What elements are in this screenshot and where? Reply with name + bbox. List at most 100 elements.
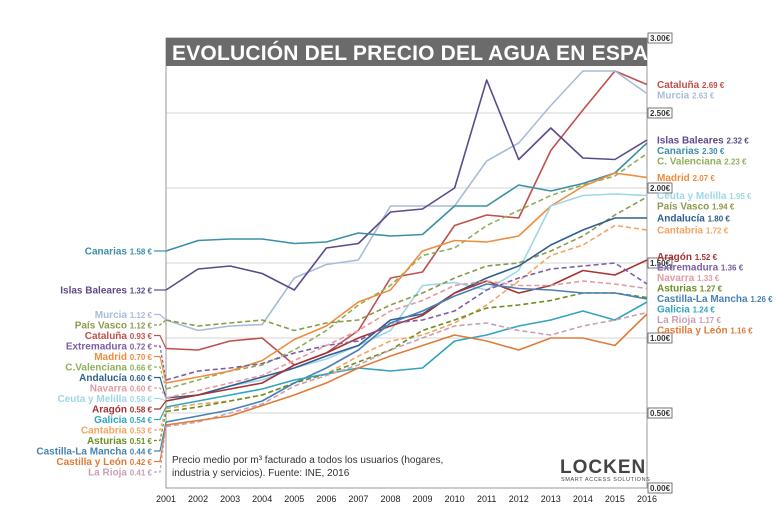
start-connector bbox=[154, 400, 167, 410]
x-tick-label: 2001 bbox=[156, 494, 176, 504]
chart-title: EVOLUCIÓN DEL PRECIO DEL AGUA EN ESPAÑA bbox=[166, 38, 679, 66]
start-connector bbox=[154, 334, 167, 349]
series-line-islas-baleares bbox=[165, 79, 648, 291]
x-tick-label: 2014 bbox=[573, 494, 593, 504]
end-label-c-valenciana: C. Valenciana 2.23 € bbox=[657, 157, 747, 168]
x-tick-label: 2009 bbox=[413, 494, 433, 504]
x-tick-label: 2005 bbox=[284, 494, 304, 504]
end-label-castilla-y-leon: Castilla y León 1.16 € bbox=[657, 326, 753, 337]
start-label-cataluna: Cataluña 0.93 € bbox=[85, 331, 153, 342]
start-label-murcia: Murcia 1.12 € bbox=[95, 310, 153, 321]
end-label-asturias: Asturias 1.27 € bbox=[657, 284, 723, 295]
start-label-galicia: Galicia 0.54 € bbox=[94, 415, 152, 426]
y-tick-label: 1.50€ bbox=[650, 259, 671, 268]
end-label-cantabria: Cantabria 1.72 € bbox=[657, 226, 729, 237]
start-label-pais-vasco: País Vasco 1.12 € bbox=[75, 321, 153, 332]
y-tick-box bbox=[647, 107, 673, 119]
series-line-pais-vasco bbox=[165, 196, 648, 332]
start-connector bbox=[154, 406, 167, 421]
x-tick-label: 2002 bbox=[188, 494, 208, 504]
source-note: Precio medio por m³ facturado a todos lo… bbox=[172, 455, 443, 479]
end-label-islas-baleares: Islas Baleares 2.32 € bbox=[657, 136, 749, 147]
start-connector bbox=[154, 411, 167, 442]
end-label-extremadura: Extremadura 1.36 € bbox=[657, 263, 744, 274]
x-tick-label: 2012 bbox=[509, 494, 529, 504]
start-label-islas-baleares: Islas Baleares 1.32 € bbox=[60, 286, 152, 297]
start-connector bbox=[154, 313, 167, 321]
y-tick-label: 2.00€ bbox=[650, 184, 671, 193]
start-label-extremadura: Extremadura 0.72 € bbox=[66, 342, 153, 353]
start-label-la-rioja: La Rioja 0.41 € bbox=[88, 468, 152, 479]
end-label-murcia: Murcia 2.63 € bbox=[657, 91, 715, 102]
start-connector bbox=[154, 387, 167, 399]
start-labels: Canarias 1.58 € Islas Baleares 1.32 € Murc… bbox=[36, 247, 167, 479]
x-tick-label: 2004 bbox=[252, 494, 272, 504]
series-line-ceuta-y-melilla bbox=[165, 193, 648, 402]
y-tick-box bbox=[647, 32, 673, 44]
x-tick-label: 2016 bbox=[637, 494, 657, 504]
start-label-asturias: Asturias 0.51 € bbox=[87, 436, 153, 447]
end-label-aragon: Aragón 1.52 € bbox=[657, 252, 718, 263]
series-line-la-rioja bbox=[165, 311, 648, 428]
start-label-canarias: Canarias 1.58 € bbox=[85, 247, 153, 258]
chart-title-text: EVOLUCIÓN DEL PRECIO DEL AGUA EN ESPAÑA bbox=[172, 41, 679, 65]
end-label-madrid: Madrid 2.07 € bbox=[657, 173, 715, 184]
end-label-galicia: Galicia 1.24 € bbox=[657, 305, 715, 316]
logo-tagline: SMART ACCESS SOLUTIONS bbox=[561, 477, 650, 483]
start-connector bbox=[154, 397, 167, 402]
y-tick-label: 0.00€ bbox=[650, 484, 671, 493]
x-tick-label: 2015 bbox=[605, 494, 625, 504]
x-tick-label: 2010 bbox=[445, 494, 465, 504]
end-labels: Cataluña 2.69 €Murcia 2.63 € Islas Balear… bbox=[657, 80, 773, 337]
y-tick-box bbox=[647, 332, 673, 344]
start-connector bbox=[154, 345, 167, 381]
start-label-andalucia: Andalucía 0.60 € bbox=[79, 373, 152, 384]
y-tick-box bbox=[647, 182, 673, 194]
y-tick-box bbox=[647, 257, 673, 269]
end-label-pais-vasco: País Vasco 1.94 € bbox=[657, 202, 735, 213]
end-label-andalucia: Andalucía 1.80 € bbox=[657, 214, 730, 225]
end-label-castilla-la-mancha: Castilla-La Mancha 1.26 € bbox=[657, 294, 773, 305]
start-connector bbox=[154, 355, 167, 384]
start-label-c-valenciana: C.Valenciana 0.66 € bbox=[65, 363, 152, 374]
series-line-castilla-y-leon bbox=[165, 313, 648, 426]
title-banner bbox=[166, 38, 647, 66]
series-line-galicia bbox=[165, 301, 648, 408]
x-axis-ticks: 2001 2002 2003 2004 2005 2006 2007 2008 2009 2010… bbox=[156, 494, 657, 504]
series-line-navarra bbox=[165, 280, 648, 399]
series-lines bbox=[165, 70, 648, 428]
end-label-navarra: Navarra 1.33 € bbox=[657, 273, 720, 284]
x-tick-label: 2011 bbox=[477, 494, 496, 504]
start-label-castilla-la-mancha: Castilla-La Mancha 0.44 € bbox=[36, 447, 152, 458]
x-tick-label: 2007 bbox=[348, 494, 368, 504]
start-label-ceuta-y-melilla: Ceuta y Melilla 0.58 € bbox=[58, 394, 153, 405]
series-line-extremadura bbox=[165, 262, 648, 381]
series-line-cataluna bbox=[165, 70, 648, 366]
start-connector bbox=[154, 319, 167, 326]
start-connector bbox=[154, 366, 167, 390]
y-tick-box bbox=[647, 482, 673, 494]
end-label-cataluna: Cataluña 2.69 € bbox=[657, 80, 725, 91]
locken-logo: LOCKEN SMART ACCESS SOLUTIONS bbox=[560, 457, 650, 483]
y-tick-label: 0.50€ bbox=[650, 409, 671, 418]
series-line-canarias bbox=[165, 142, 648, 252]
start-connector bbox=[154, 376, 167, 399]
y-axis-ticks: 0.00€ 0.50€ 1.00€ 1.50€ 2.00€ 2.50€ 3.00€ bbox=[647, 32, 673, 494]
x-tick-label: 2013 bbox=[541, 494, 561, 504]
y-tick-label: 1.00€ bbox=[650, 334, 671, 343]
start-label-madrid: Madrid 0.70 € bbox=[94, 352, 152, 363]
logo-wordmark: LOCKEN bbox=[560, 457, 646, 478]
gridlines bbox=[166, 112, 647, 414]
start-connector bbox=[154, 426, 167, 473]
source-note-line1: Precio medio por m³ facturado a todos lo… bbox=[172, 455, 443, 466]
series-line-asturias bbox=[165, 292, 648, 413]
series-line-castilla-la-mancha bbox=[165, 283, 648, 423]
y-tick-label: 3.00€ bbox=[650, 34, 671, 43]
end-label-la-rioja: La Rioja 1.17 € bbox=[657, 315, 721, 326]
start-connector bbox=[154, 408, 167, 431]
end-label-canarias: Canarias 2.30 € bbox=[657, 146, 725, 157]
x-tick-label: 2006 bbox=[316, 494, 336, 504]
source-note-line2: industria y servicios). Fuente: INE, 201… bbox=[172, 468, 350, 479]
